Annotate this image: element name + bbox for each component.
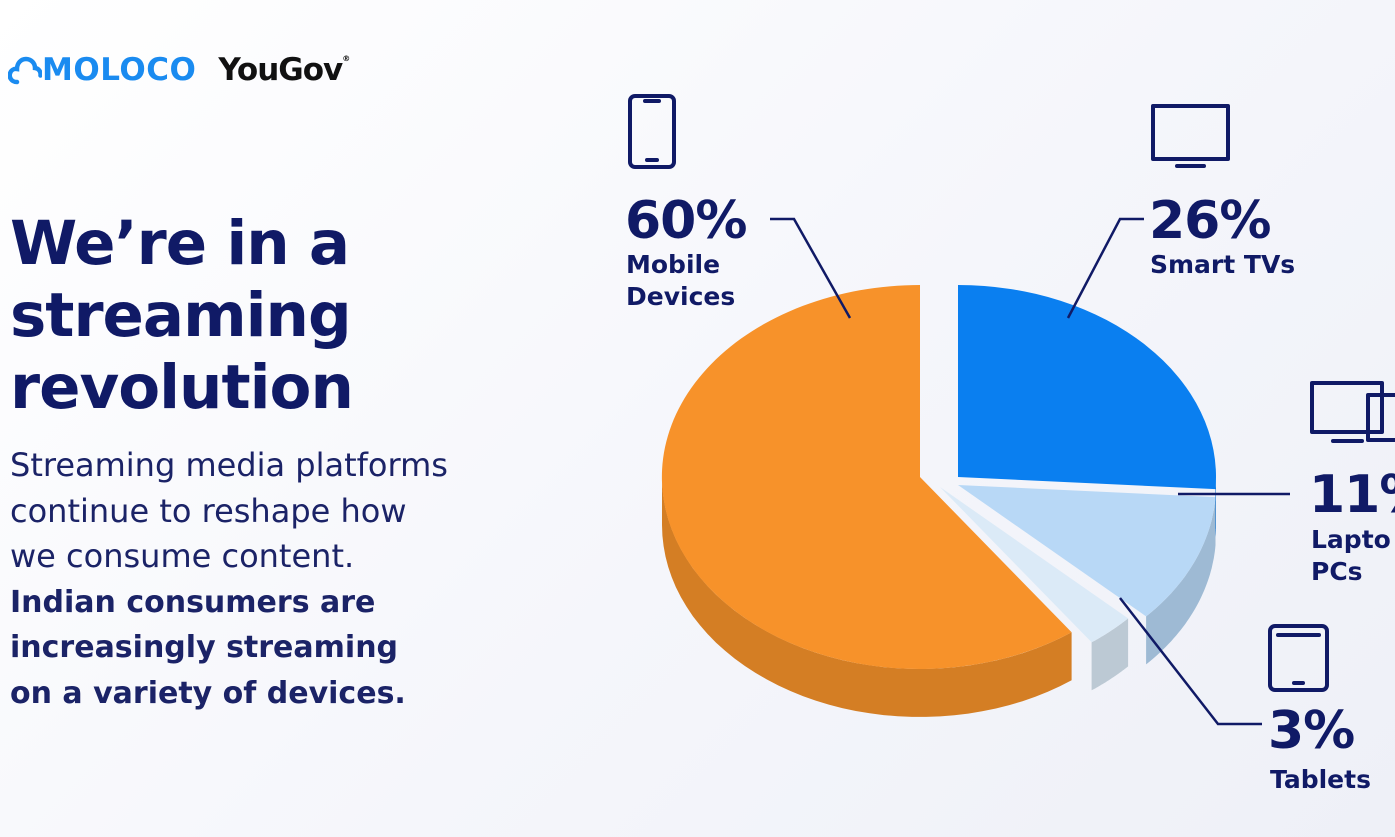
category-label-laptop-line-2: PCs [1311, 557, 1363, 586]
body-regular-line-2: continue to reshape how [10, 491, 407, 530]
headline-line-3: revolution [10, 352, 354, 423]
registered-mark: ® [342, 54, 351, 63]
device-icons [628, 94, 1395, 692]
pie-slice-laptop [958, 485, 1216, 665]
pie-slice-top-smart-tv [958, 285, 1217, 490]
category-label-mobile-line-2: Devices [626, 282, 735, 311]
pie-slice-smart-tv [958, 285, 1217, 538]
body-copy: Streaming media platforms continue to re… [10, 443, 570, 716]
headline-line-1: We’re in a [10, 208, 350, 279]
yougov-wordmark: YouGov [218, 52, 343, 88]
category-label-tablet: Tablets [1270, 765, 1371, 794]
tablet-icon [1268, 624, 1329, 692]
yougov-logo: YouGov ® [218, 52, 350, 88]
pie-slice-side-smart-tv [1215, 477, 1216, 538]
leader-line-mobile [770, 217, 852, 319]
leader-line-tablet [1119, 597, 1262, 726]
laptop-pc-icon [1310, 381, 1395, 443]
value-label-tablet: 3% [1268, 701, 1354, 761]
pie-slice-side-laptop [1146, 497, 1216, 665]
body-bold-line-1: Indian consumers are [10, 584, 376, 620]
category-label-mobile-line-1: Mobile [626, 250, 720, 279]
body-regular-line-1: Streaming media platforms [10, 446, 448, 484]
smartphone-icon [628, 94, 676, 169]
leader-line-smart-tv [1066, 217, 1144, 319]
cloud-icon [8, 56, 42, 85]
pie-slice-top-mobile [661, 284, 1072, 669]
headline-line-2: streaming [10, 280, 352, 351]
tv-icon [1151, 104, 1230, 168]
pie-slice-top-laptop [958, 485, 1216, 617]
leader-lines [770, 217, 1290, 726]
value-label-laptop: 11% [1309, 465, 1395, 525]
pie-slice-side-tablet [1091, 618, 1129, 691]
category-label-laptop-line-1: Lapto [1311, 525, 1391, 554]
pie-slice-top-tablet [940, 487, 1129, 643]
body-bold-line-2: increasingly streaming [10, 630, 399, 665]
pie-slice-side-mobile [662, 477, 1072, 717]
moloco-wordmark: MOLOCO [42, 52, 197, 88]
value-label-mobile: 60% [625, 191, 746, 251]
headline: We’re in a streaming revolution [10, 208, 550, 424]
pie-slices [661, 284, 1217, 717]
value-label-smart-tv: 26% [1149, 191, 1270, 251]
category-label-smart-tv: Smart TVs [1150, 250, 1295, 279]
body-regular-line-3: we consume content. [10, 537, 355, 575]
pie-slice-tablet [940, 487, 1129, 691]
brand-logos: MOLOCO YouGov ® [8, 52, 350, 88]
chart-labels: 60% Mobile Devices 26% Smart TVs 11% Lap… [625, 191, 1395, 794]
pie-slice-mobile [661, 284, 1072, 717]
moloco-logo: MOLOCO [8, 52, 196, 88]
body-bold-line-3: on a variety of devices. [10, 675, 406, 711]
